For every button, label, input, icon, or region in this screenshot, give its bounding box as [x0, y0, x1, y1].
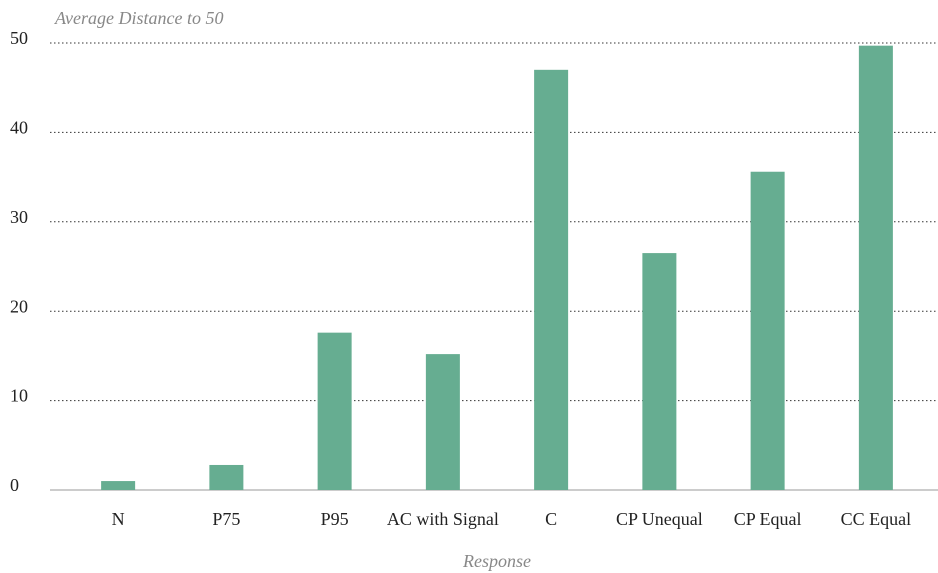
bar [209, 464, 244, 490]
x-tick-label: N [112, 509, 125, 529]
y-tick-label: 20 [10, 296, 28, 316]
bar [425, 354, 460, 490]
x-tick-label: P75 [212, 509, 240, 529]
bar [642, 253, 677, 490]
y-tick-label: 50 [10, 28, 28, 48]
chart-title: Average Distance to 50 [54, 8, 223, 28]
x-tick-label: P95 [321, 509, 349, 529]
bar [101, 481, 136, 490]
x-tick-label: C [545, 509, 557, 529]
y-tick-label: 30 [10, 207, 28, 227]
bar [750, 171, 785, 490]
x-tick-label: AC with Signal [387, 509, 499, 529]
bar [317, 332, 352, 490]
y-tick-label: 10 [10, 386, 28, 406]
x-tick-label: CP Equal [734, 509, 802, 529]
x-axis-title: Response [462, 551, 531, 571]
y-tick-label: 40 [10, 118, 28, 138]
y-tick-label: 0 [10, 475, 19, 495]
bar [534, 69, 569, 490]
bar [858, 45, 893, 490]
x-tick-label: CP Unequal [616, 509, 703, 529]
x-tick-label: CC Equal [841, 509, 912, 529]
